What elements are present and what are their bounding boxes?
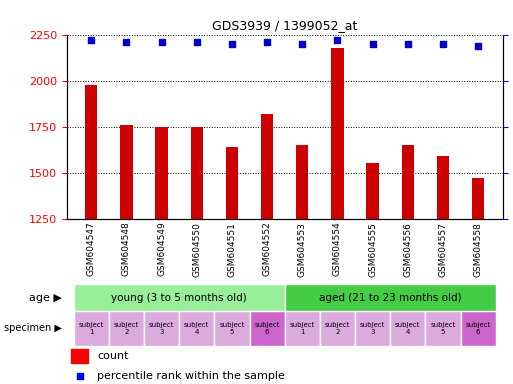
Bar: [85, 85, 97, 219]
Text: subject
2: subject 2: [114, 322, 139, 335]
Bar: [355, 311, 390, 346]
Bar: [437, 156, 449, 219]
Bar: [261, 114, 273, 219]
Bar: [320, 311, 355, 346]
Point: [193, 39, 201, 45]
Text: subject
1: subject 1: [290, 322, 315, 335]
Bar: [331, 48, 344, 219]
Text: subject
5: subject 5: [219, 322, 245, 335]
Text: subject
3: subject 3: [149, 322, 174, 335]
Point: [157, 39, 166, 45]
Bar: [144, 311, 179, 346]
Bar: [366, 163, 379, 219]
Title: GDS3939 / 1399052_at: GDS3939 / 1399052_at: [212, 19, 358, 32]
Text: subject
6: subject 6: [465, 322, 491, 335]
Bar: [74, 284, 285, 311]
Bar: [226, 147, 238, 219]
Bar: [285, 284, 496, 311]
Text: subject
5: subject 5: [430, 322, 456, 335]
Text: subject
1: subject 1: [78, 322, 104, 335]
Point: [404, 41, 412, 47]
Point: [439, 41, 447, 47]
Text: specimen ▶: specimen ▶: [4, 323, 62, 333]
Text: young (3 to 5 months old): young (3 to 5 months old): [111, 293, 247, 303]
Bar: [249, 311, 285, 346]
Bar: [296, 145, 308, 219]
Text: subject
4: subject 4: [395, 322, 421, 335]
Point: [87, 37, 95, 43]
Bar: [285, 311, 320, 346]
Text: subject
2: subject 2: [325, 322, 350, 335]
Bar: [191, 127, 203, 219]
Bar: [71, 349, 89, 363]
Text: subject
4: subject 4: [184, 322, 209, 335]
Bar: [214, 311, 249, 346]
Bar: [425, 311, 461, 346]
Text: subject
6: subject 6: [254, 322, 280, 335]
Point: [368, 41, 377, 47]
Text: count: count: [97, 351, 129, 361]
Text: aged (21 to 23 months old): aged (21 to 23 months old): [319, 293, 462, 303]
Bar: [109, 311, 144, 346]
Bar: [390, 311, 425, 346]
Point: [333, 37, 342, 43]
Text: percentile rank within the sample: percentile rank within the sample: [97, 371, 285, 381]
Text: age ▶: age ▶: [29, 293, 62, 303]
Point: [76, 372, 84, 379]
Point: [474, 43, 482, 49]
Bar: [472, 178, 484, 219]
Point: [298, 41, 306, 47]
Text: subject
3: subject 3: [360, 322, 385, 335]
Bar: [155, 127, 168, 219]
Point: [228, 41, 236, 47]
Point: [123, 39, 131, 45]
Bar: [461, 311, 496, 346]
Bar: [179, 311, 214, 346]
Bar: [121, 125, 133, 219]
Point: [263, 39, 271, 45]
Bar: [402, 145, 414, 219]
Bar: [74, 311, 109, 346]
